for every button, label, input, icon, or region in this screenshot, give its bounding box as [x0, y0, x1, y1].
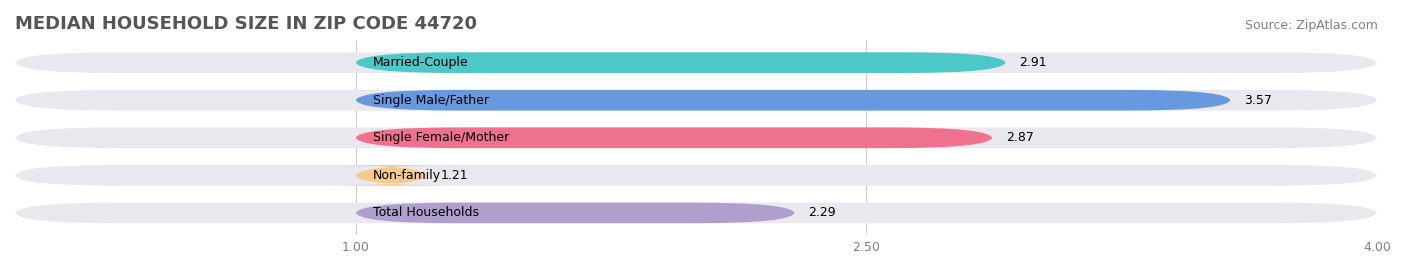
Text: Single Male/Father: Single Male/Father [373, 94, 488, 107]
FancyBboxPatch shape [356, 203, 794, 223]
FancyBboxPatch shape [356, 90, 1230, 111]
FancyBboxPatch shape [356, 52, 1005, 73]
Text: 2.87: 2.87 [1005, 131, 1033, 144]
Text: Single Female/Mother: Single Female/Mother [373, 131, 509, 144]
FancyBboxPatch shape [15, 165, 1376, 186]
FancyBboxPatch shape [325, 165, 458, 186]
Text: Source: ZipAtlas.com: Source: ZipAtlas.com [1244, 19, 1378, 32]
Text: MEDIAN HOUSEHOLD SIZE IN ZIP CODE 44720: MEDIAN HOUSEHOLD SIZE IN ZIP CODE 44720 [15, 15, 477, 33]
Text: Married-Couple: Married-Couple [373, 56, 468, 69]
Text: 1.21: 1.21 [440, 169, 468, 182]
Text: Non-family: Non-family [373, 169, 440, 182]
FancyBboxPatch shape [15, 128, 1376, 148]
Text: 2.29: 2.29 [808, 206, 837, 220]
FancyBboxPatch shape [356, 128, 993, 148]
Text: 3.57: 3.57 [1244, 94, 1272, 107]
FancyBboxPatch shape [15, 90, 1376, 111]
FancyBboxPatch shape [15, 52, 1376, 73]
FancyBboxPatch shape [15, 203, 1376, 223]
Text: 2.91: 2.91 [1019, 56, 1047, 69]
Text: Total Households: Total Households [373, 206, 478, 220]
